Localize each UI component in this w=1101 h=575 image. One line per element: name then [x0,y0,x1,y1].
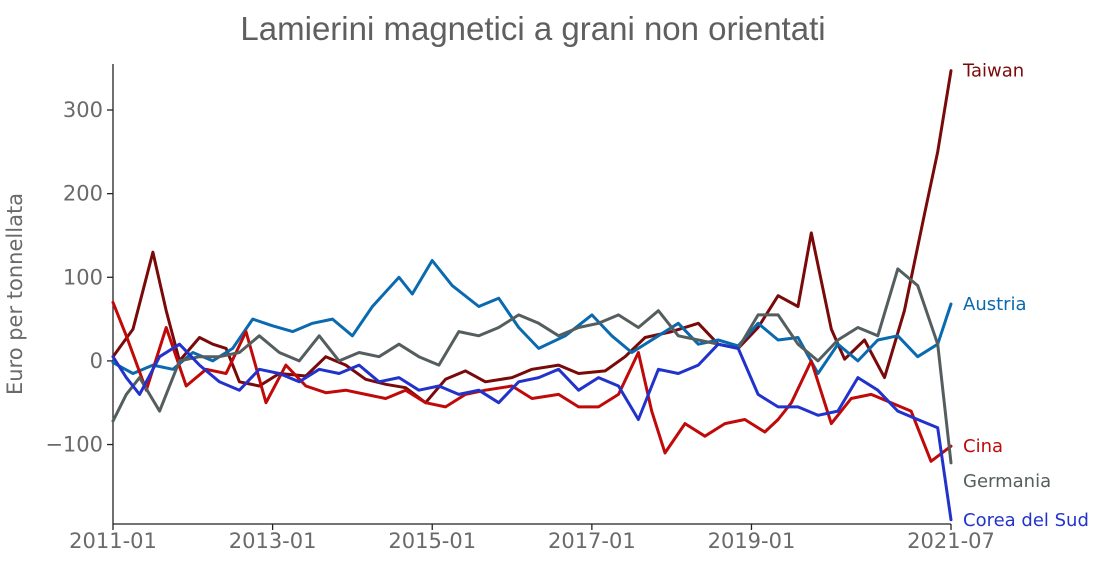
chart-title: Lamierini magnetici a grani non orientat… [240,10,825,47]
y-tick-label: 0 [90,349,103,373]
series-line-corea-del-sud [111,342,953,522]
x-tick-label: 2015-01 [388,529,476,553]
series-line-austria [111,259,953,375]
x-tick-label: 2021-07 [907,529,995,553]
series-label-austria: Austria [963,294,1027,315]
axes: −100 0 100 200 300 2011-01 2013-01 2015-01 2017-… [45,64,995,553]
y-tick-label: 100 [63,265,103,289]
series-line-germania [111,267,953,465]
x-tick-label: 2013-01 [229,529,317,553]
series-label-corea-del-sud: Corea del Sud [963,510,1089,531]
series-label-cina: Cina [963,436,1003,457]
series-label-germania: Germania [963,471,1051,492]
x-tick-label: 2011-01 [69,529,157,553]
series-label-taiwan: Taiwan [962,61,1024,82]
y-tick-label: −100 [45,433,103,457]
series-group [111,69,953,522]
y-axis-label: Euro per tonnellata [3,193,27,395]
x-tick-label: 2019-01 [708,529,796,553]
y-tick-label: 200 [63,182,103,206]
series-labels: Taiwan Austria Cina Germania Corea del Sud [962,61,1089,531]
x-tick-label: 2017-01 [548,529,636,553]
y-tick-label: 300 [63,98,103,122]
